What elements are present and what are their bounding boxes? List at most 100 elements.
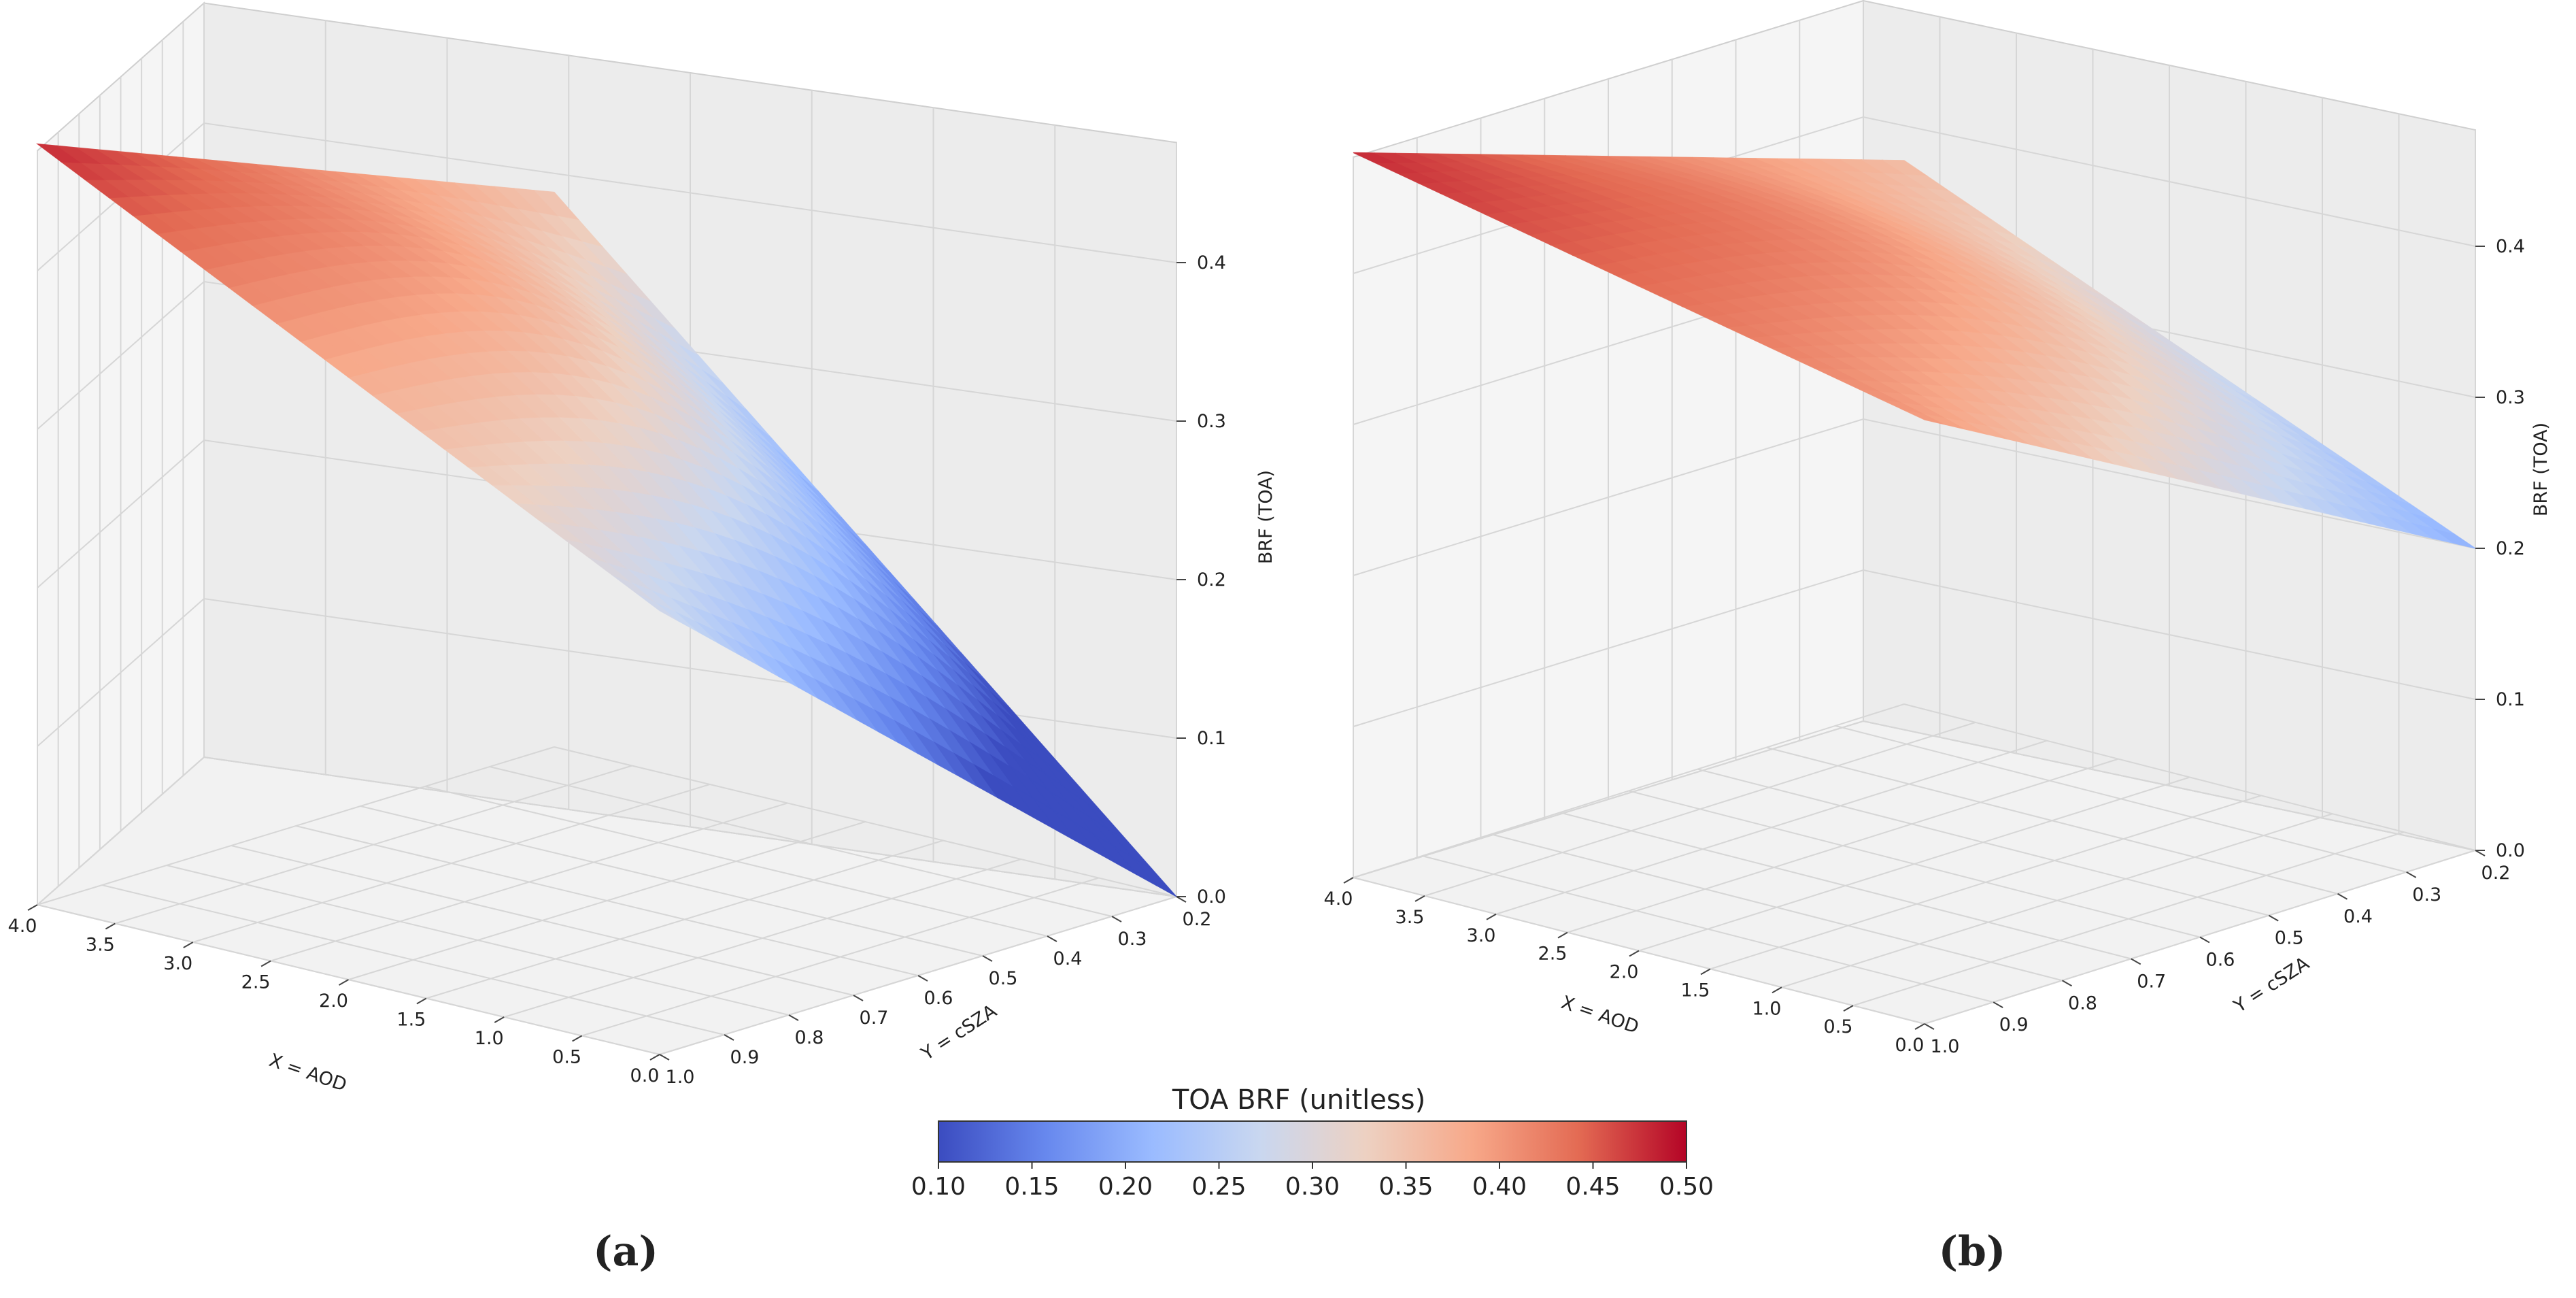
z-gridline [1353, 720, 2476, 878]
x-tick-mark [1343, 877, 1354, 884]
y-tick-label: 0.8 [2068, 993, 2097, 1014]
z-tick-label: 0.4 [2496, 236, 2525, 257]
x-tick-label: 1.0 [1752, 998, 1782, 1019]
x-tick-label: 1.5 [396, 1010, 426, 1031]
floor-gridline [554, 746, 1177, 897]
y-tick-label: 0.7 [860, 1008, 889, 1029]
surface-patch [533, 190, 579, 220]
x-tick-label: 3.5 [86, 935, 115, 956]
z-axis-label-b: BRF (TOA) [2530, 422, 2552, 516]
floor-gridline [192, 784, 711, 943]
z-ticks-a: 0.0 0.1 0.2 0.3 0.4 [1176, 252, 1226, 908]
surface-b [1353, 152, 2476, 549]
y-tick-label: 0.4 [1053, 948, 1083, 969]
y-tick-mark [724, 1034, 734, 1041]
x-tick-label: 1.5 [1681, 980, 1710, 1001]
x-tick-mark [572, 1035, 583, 1042]
y-tick-mark [2199, 936, 2210, 944]
floor-gridline [37, 746, 555, 905]
floor-gridline [1353, 703, 1905, 878]
panel-label-b: (b) [1939, 1228, 2006, 1276]
x-tick-mark [183, 942, 194, 948]
x-axis-label-a: X = AOD [267, 1050, 350, 1096]
colorbar-tick-label: 0.50 [1659, 1173, 1714, 1201]
floor-gridline [424, 786, 1048, 937]
y-tick-label: 1.0 [666, 1067, 695, 1088]
x-tick-mark [1486, 913, 1497, 920]
y-tick-mark [982, 955, 993, 962]
x-tick-label: 2.0 [319, 991, 348, 1012]
floor-gridline [1903, 703, 2476, 851]
y-tick-mark [788, 1014, 799, 1021]
x-tick-mark [1700, 968, 1711, 976]
y-tick-mark [2268, 914, 2279, 922]
z-tick-label: 0.3 [2496, 387, 2525, 408]
colorbar-ticks: 0.10 0.15 0.20 0.25 0.30 0.35 0.40 0.45 0.50 [911, 1162, 1714, 1201]
surface-a [35, 143, 1177, 897]
floor-gridline [1697, 768, 2269, 916]
floor-gridline [1628, 790, 2201, 938]
x-tick-mark [416, 997, 427, 1005]
colorbar-tick-label: 0.40 [1472, 1173, 1527, 1201]
y-tick-mark [2062, 980, 2072, 987]
z-tick-label: 0.1 [1197, 728, 1226, 749]
x-tick-mark [1772, 986, 1782, 994]
colorbar-tick-label: 0.45 [1565, 1173, 1620, 1201]
x-tick-label: 3.0 [163, 953, 192, 974]
z-tick-label: 0.0 [2496, 840, 2525, 861]
y-tick-label: 0.7 [2137, 971, 2166, 992]
y-tick-label: 0.9 [1999, 1014, 2029, 1035]
floor-gridline [115, 765, 632, 925]
y-tick-label: 0.6 [2206, 950, 2235, 971]
y-tick-label: 1.0 [1931, 1036, 1960, 1057]
y-tick-mark [1176, 896, 1187, 903]
floor-gridline [1495, 739, 2048, 915]
y-tick-label: 0.4 [2343, 906, 2373, 927]
floor-gridline [1766, 746, 2338, 895]
z-tick-label: 0.0 [1197, 886, 1226, 908]
x-tick-mark [1843, 1005, 1854, 1012]
panel-label-a: (a) [593, 1228, 658, 1276]
x-tick-mark [1414, 895, 1425, 902]
y-tick-label: 0.3 [2412, 884, 2441, 905]
z-gridline [37, 122, 1177, 271]
floor-gridline [1835, 725, 2407, 873]
y-tick-label: 0.2 [2481, 863, 2511, 884]
x-tick-label: 2.5 [1538, 944, 1567, 965]
colorbar-tick-label: 0.25 [1191, 1173, 1246, 1201]
x-tick-mark [1914, 1023, 1925, 1030]
x-tick-label: 0.0 [630, 1065, 660, 1086]
y-tick-label: 0.9 [730, 1047, 760, 1068]
y-tick-mark [853, 995, 864, 1001]
colorbar: TOA BRF (unitless) 0.10 0.15 0.20 0.25 0.30 0… [911, 1084, 1714, 1201]
z-tick-label: 0.3 [1197, 411, 1226, 432]
y-tick-mark [2131, 958, 2141, 965]
y-tick-mark [2337, 893, 2348, 900]
y-tick-mark [2475, 850, 2486, 856]
floor-gridline [489, 766, 1113, 917]
plot-panel-a: 4.0 3.5 3.0 2.5 2.0 1.5 1.0 0.5 0.0 1.0 0.9 0.8 0.7… [8, 1, 1276, 1276]
x-tick-mark [1629, 950, 1640, 957]
y-tick-mark [917, 975, 928, 982]
x-ticks-b: 4.0 3.5 3.0 2.5 2.0 1.5 1.0 0.5 0.0 [1324, 877, 1925, 1056]
x-tick-label: 0.0 [1895, 1035, 1925, 1056]
colorbar-title: TOA BRF (unitless) [1172, 1084, 1425, 1116]
z-gridline [37, 756, 1177, 905]
x-tick-mark [1557, 931, 1568, 939]
x-tick-mark [260, 960, 271, 967]
x-tick-mark [649, 1054, 660, 1061]
colorbar-tick-label: 0.35 [1378, 1173, 1433, 1201]
colorbar-tick-label: 0.30 [1285, 1173, 1340, 1201]
y-axis-label-a: Y = cSZA [917, 1000, 1001, 1065]
x-tick-label: 0.5 [552, 1047, 581, 1068]
floor-gridline [270, 802, 788, 962]
x-tick-label: 4.0 [1324, 888, 1353, 910]
y-tick-mark [1924, 1023, 1935, 1030]
x-tick-mark [339, 979, 349, 986]
y-tick-mark [659, 1054, 670, 1061]
y-tick-label: 0.6 [924, 988, 953, 1009]
z-tick-label: 0.2 [1197, 569, 1226, 590]
z-ticks-b: 0.0 0.1 0.2 0.3 0.4 [2475, 236, 2525, 861]
z-tick-label: 0.4 [1197, 252, 1226, 273]
z-gridline [1353, 418, 2476, 576]
